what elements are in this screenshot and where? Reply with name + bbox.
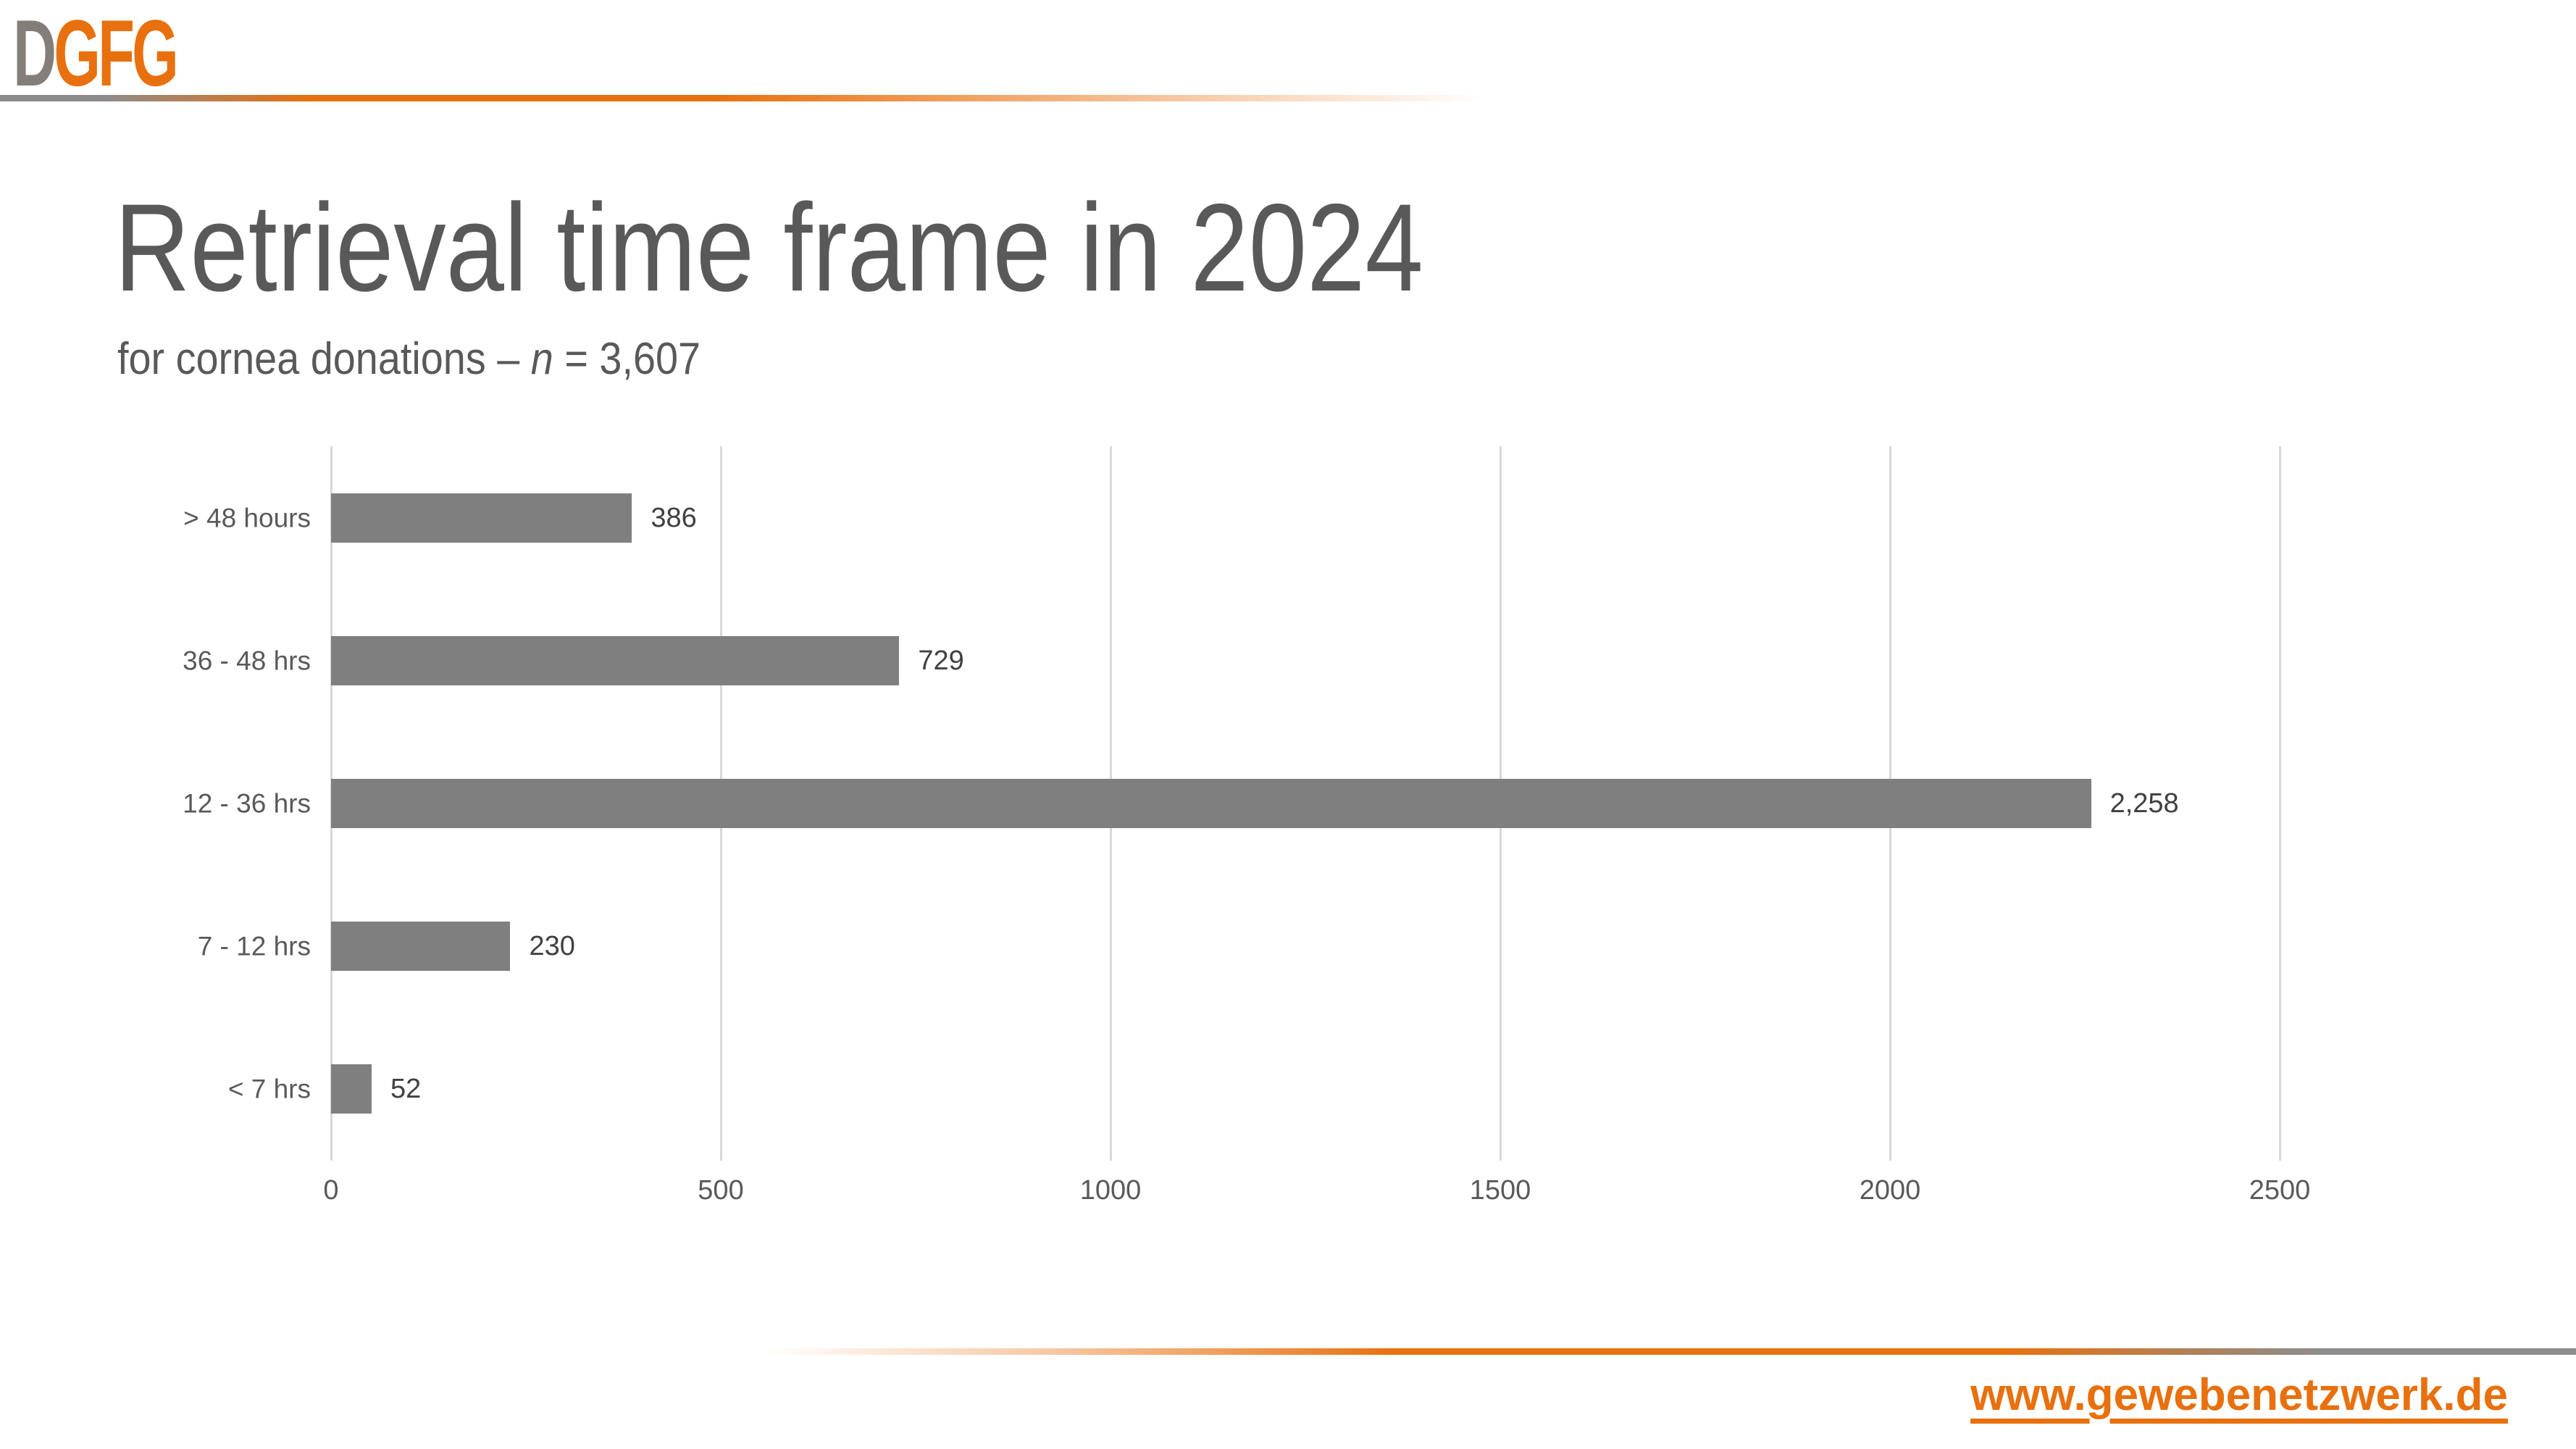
bar-row: 36 - 48 hrs 729 <box>183 589 2280 732</box>
x-tick-label: 500 <box>698 1175 744 1206</box>
subtitle-suffix: = 3,607 <box>553 334 701 384</box>
bar <box>331 779 2091 828</box>
value-label: 2,258 <box>2109 788 2179 819</box>
logo-letters-gfg: GFG <box>54 0 179 106</box>
value-label: 230 <box>529 931 575 962</box>
bar-rows: > 48 hours 386 36 - 48 hrs 729 12 - 36 hrs 2,… <box>183 446 2280 1161</box>
bar <box>331 635 900 685</box>
category-label: 7 - 12 hrs <box>197 931 311 961</box>
header-divider-line <box>0 95 1492 101</box>
bar <box>331 493 632 543</box>
value-label: 729 <box>918 645 964 676</box>
x-tick-label: 0 <box>323 1175 339 1206</box>
category-label: > 48 hours <box>183 503 311 533</box>
x-tick-label: 1500 <box>1469 1175 1531 1206</box>
bar-row: 7 - 12 hrs 230 <box>198 875 2280 1018</box>
subtitle-n-variable: n <box>530 334 553 384</box>
x-axis: 0 500 1000 1500 2000 2500 <box>323 1161 2310 1211</box>
page-subtitle: for cornea donations – n = 3,607 <box>117 334 701 384</box>
bar-row: 12 - 36 hrs 2,258 <box>183 732 2280 874</box>
value-label: 52 <box>390 1074 422 1105</box>
x-tick-label: 1000 <box>1079 1175 1142 1206</box>
x-tick-label: 2500 <box>2249 1175 2311 1206</box>
subtitle-prefix: for cornea donations – <box>117 334 531 384</box>
value-label: 386 <box>651 502 697 533</box>
category-label: 36 - 48 hrs <box>183 646 311 676</box>
footer-divider-line <box>761 1348 2576 1355</box>
page-title: Retrieval time frame in 2024 <box>114 178 1423 317</box>
bar <box>331 922 511 972</box>
category-label: 12 - 36 hrs <box>183 788 311 819</box>
category-label: < 7 hrs <box>227 1074 311 1104</box>
dgfg-logo: DGFG <box>13 6 179 100</box>
logo-letter-d: D <box>13 0 57 106</box>
x-tick-label: 2000 <box>1859 1175 1921 1206</box>
bar-row: > 48 hours 386 <box>183 446 2280 589</box>
gridline <box>2279 446 2281 1161</box>
footer-website-link[interactable]: www.gewebenetzwerk.de <box>1970 1370 2508 1420</box>
bar <box>331 1064 372 1114</box>
bar-row: < 7 hrs 52 <box>228 1018 2280 1161</box>
bar-chart-plot-area: > 48 hours 386 36 - 48 hrs 729 12 - 36 hrs 2,… <box>183 446 2310 1204</box>
